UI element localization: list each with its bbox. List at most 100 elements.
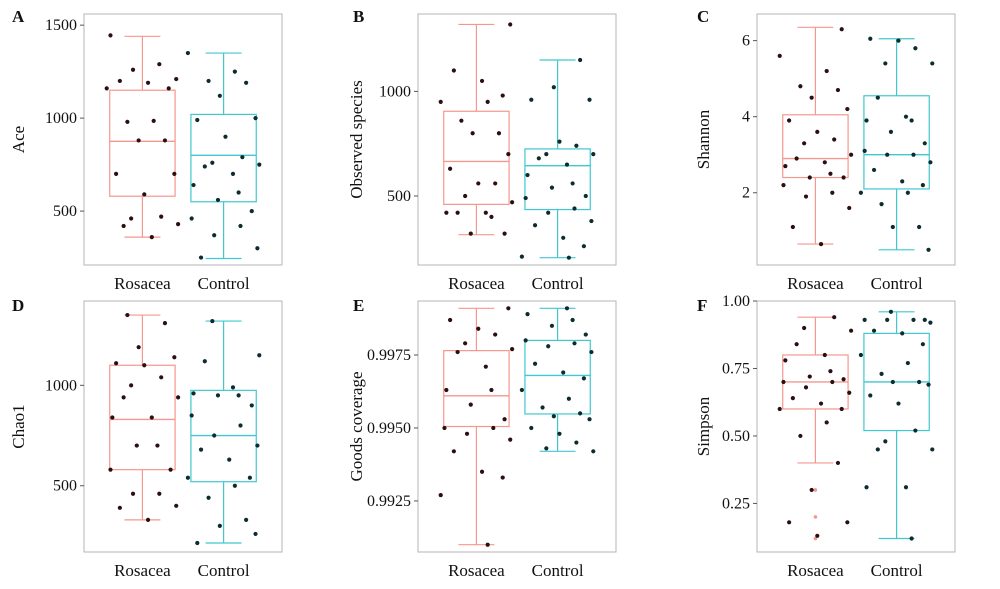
sample-point xyxy=(253,116,258,121)
sample-point xyxy=(468,402,473,407)
sample-point xyxy=(212,433,217,438)
sample-point xyxy=(155,443,160,448)
sample-point xyxy=(572,341,577,346)
sample-point xyxy=(523,195,528,201)
sample-point xyxy=(455,349,460,355)
sample-point xyxy=(510,200,515,205)
sample-point xyxy=(868,393,873,398)
y-tick-label: 1000 xyxy=(379,83,411,100)
sample-point xyxy=(491,425,496,431)
sample-point xyxy=(253,531,258,537)
sample-point xyxy=(832,315,837,320)
sample-point xyxy=(540,405,545,410)
sample-point xyxy=(802,325,807,331)
sample-point xyxy=(529,97,534,102)
sample-point xyxy=(794,342,799,347)
sample-point xyxy=(168,467,173,472)
sample-point xyxy=(790,396,795,401)
sample-point xyxy=(900,331,905,336)
sample-point xyxy=(818,401,824,406)
sample-point xyxy=(557,139,562,144)
sample-point xyxy=(824,420,829,425)
sample-point xyxy=(532,361,538,366)
sample-point xyxy=(536,156,541,161)
sample-point xyxy=(564,306,570,311)
sample-point xyxy=(468,231,473,236)
sample-point xyxy=(583,332,588,337)
sample-point xyxy=(911,317,916,322)
sample-point xyxy=(871,328,877,333)
y-tick-label: 500 xyxy=(53,478,77,495)
x-category-label: Rosacea xyxy=(787,561,844,580)
plot-frame xyxy=(417,13,617,266)
y-tick-label: 0.50 xyxy=(722,428,750,445)
sample-point xyxy=(198,447,204,452)
sample-point xyxy=(185,50,190,56)
x-category-label: Control xyxy=(871,561,923,580)
sample-point xyxy=(238,423,243,428)
panel-b: B Observed species 500 1000 Rosacea Control xyxy=(347,7,617,293)
sample-point xyxy=(578,57,583,63)
sample-point xyxy=(896,401,901,406)
y-tick-label: 2 xyxy=(742,185,750,202)
sample-point xyxy=(210,160,215,165)
sample-point xyxy=(145,80,151,85)
box-control xyxy=(524,59,591,259)
sample-point xyxy=(781,183,786,188)
sample-point xyxy=(896,38,901,43)
sample-point xyxy=(448,166,453,171)
sample-point xyxy=(787,520,792,525)
sample-point xyxy=(589,218,594,224)
sample-point xyxy=(121,395,126,400)
sample-point xyxy=(905,360,910,366)
x-category-label: Control xyxy=(198,561,250,580)
sample-point xyxy=(841,377,846,382)
panel-letter: A xyxy=(12,7,25,26)
sample-point xyxy=(255,246,260,251)
sample-point xyxy=(845,520,850,525)
sample-point xyxy=(502,231,507,236)
panel-d: D Chao1 500 1000 Rosacea Control xyxy=(9,296,283,580)
sample-point xyxy=(551,414,556,419)
sample-point xyxy=(879,202,884,207)
sample-point xyxy=(546,344,551,349)
sample-point xyxy=(149,235,154,240)
sample-point xyxy=(185,475,190,480)
sample-point xyxy=(928,320,933,325)
sample-point xyxy=(591,152,596,157)
sample-point xyxy=(803,385,809,390)
sample-point xyxy=(532,223,538,228)
sample-point xyxy=(858,352,863,358)
x-category-label: Control xyxy=(532,274,584,293)
y-tick-label: 1000 xyxy=(45,377,77,394)
sample-point xyxy=(847,390,852,395)
sample-point xyxy=(875,447,880,452)
sample-point xyxy=(822,352,827,358)
iqr-box xyxy=(524,339,591,415)
sample-point xyxy=(500,93,505,98)
sample-point xyxy=(815,129,820,134)
sample-point xyxy=(777,406,782,412)
sample-point xyxy=(114,171,119,176)
sample-point xyxy=(839,406,844,412)
sample-point xyxy=(463,341,468,346)
sample-point xyxy=(227,457,232,462)
sample-point xyxy=(864,118,869,123)
sample-point xyxy=(442,425,447,431)
sample-point xyxy=(463,193,468,199)
sample-point xyxy=(828,369,833,374)
sample-point xyxy=(589,349,594,355)
box-control xyxy=(190,320,257,544)
sample-point xyxy=(519,254,524,259)
y-tick-label: 6 xyxy=(742,33,750,50)
sample-point xyxy=(783,164,788,169)
iqr-box xyxy=(782,114,849,179)
sample-point xyxy=(238,223,243,229)
sample-point xyxy=(885,152,890,157)
sample-point xyxy=(125,312,130,318)
sample-point xyxy=(519,387,524,393)
sample-point xyxy=(172,355,177,360)
plot-frame xyxy=(756,300,956,553)
